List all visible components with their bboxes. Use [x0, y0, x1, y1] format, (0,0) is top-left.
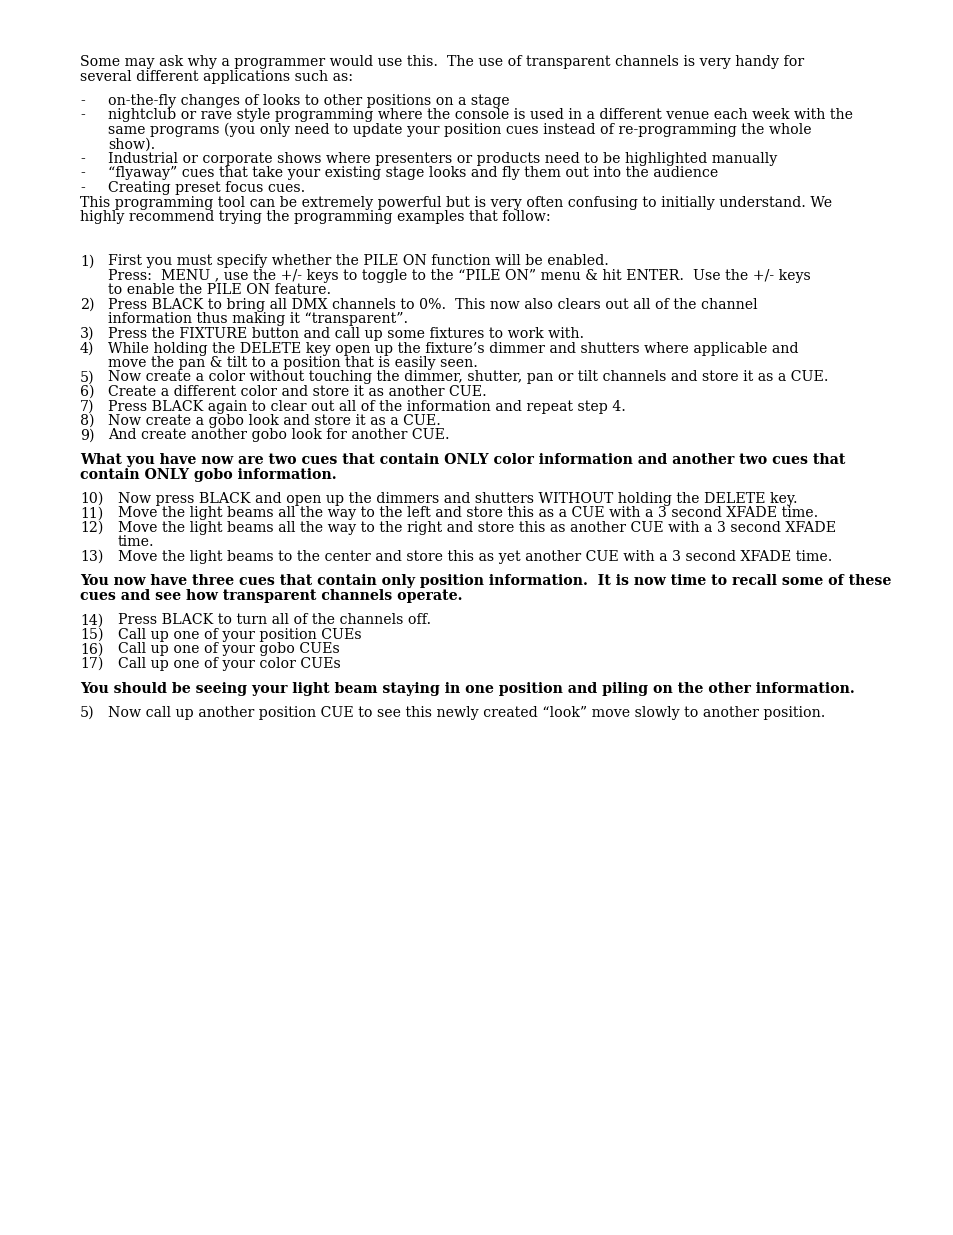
- Text: 11): 11): [80, 506, 103, 520]
- Text: -: -: [80, 182, 85, 195]
- Text: Move the light beams to the center and store this as yet another CUE with a 3 se: Move the light beams to the center and s…: [118, 550, 832, 564]
- Text: nightclub or rave style programming where the console is used in a different ven: nightclub or rave style programming wher…: [108, 109, 852, 122]
- Text: 15): 15): [80, 629, 103, 642]
- Text: Now create a color without touching the dimmer, shutter, pan or tilt channels an: Now create a color without touching the …: [108, 370, 827, 384]
- Text: 2): 2): [80, 298, 94, 312]
- Text: contain ONLY gobo information.: contain ONLY gobo information.: [80, 468, 336, 482]
- Text: 16): 16): [80, 642, 103, 657]
- Text: You should be seeing your light beam staying in one position and piling on the o: You should be seeing your light beam sta…: [80, 682, 854, 695]
- Text: on-the-fly changes of looks to other positions on a stage: on-the-fly changes of looks to other pos…: [108, 94, 509, 107]
- Text: 1): 1): [80, 254, 94, 268]
- Text: 5): 5): [80, 706, 94, 720]
- Text: Creating preset focus cues.: Creating preset focus cues.: [108, 182, 305, 195]
- Text: 17): 17): [80, 657, 103, 671]
- Text: -: -: [80, 167, 85, 180]
- Text: Now create a gobo look and store it as a CUE.: Now create a gobo look and store it as a…: [108, 414, 440, 429]
- Text: 3): 3): [80, 327, 94, 341]
- Text: You now have three cues that contain only position information.  It is now time : You now have three cues that contain onl…: [80, 574, 890, 589]
- Text: information thus making it “transparent”.: information thus making it “transparent”…: [108, 312, 408, 326]
- Text: same programs (you only need to update your position cues instead of re-programm: same programs (you only need to update y…: [108, 124, 811, 137]
- Text: cues and see how transparent channels operate.: cues and see how transparent channels op…: [80, 589, 462, 603]
- Text: 13): 13): [80, 550, 103, 564]
- Text: And create another gobo look for another CUE.: And create another gobo look for another…: [108, 429, 449, 442]
- Text: Move the light beams all the way to the left and store this as a CUE with a 3 se: Move the light beams all the way to the …: [118, 506, 818, 520]
- Text: Press BLACK to bring all DMX channels to 0%.  This now also clears out all of th: Press BLACK to bring all DMX channels to…: [108, 298, 757, 312]
- Text: 6): 6): [80, 385, 94, 399]
- Text: Some may ask why a programmer would use this.  The use of transparent channels i: Some may ask why a programmer would use …: [80, 56, 803, 69]
- Text: to enable the PILE ON feature.: to enable the PILE ON feature.: [108, 284, 331, 298]
- Text: -: -: [80, 94, 85, 107]
- Text: Move the light beams all the way to the right and store this as another CUE with: Move the light beams all the way to the …: [118, 521, 835, 535]
- Text: This programming tool can be extremely powerful but is very often confusing to i: This programming tool can be extremely p…: [80, 195, 831, 210]
- Text: Call up one of your color CUEs: Call up one of your color CUEs: [118, 657, 340, 671]
- Text: time.: time.: [118, 536, 154, 550]
- Text: 12): 12): [80, 521, 103, 535]
- Text: Industrial or corporate shows where presenters or products need to be highlighte: Industrial or corporate shows where pres…: [108, 152, 777, 165]
- Text: While holding the DELETE key open up the fixture’s dimmer and shutters where app: While holding the DELETE key open up the…: [108, 342, 798, 356]
- Text: several different applications such as:: several different applications such as:: [80, 69, 353, 84]
- Text: Press:  MENU , use the +/- keys to toggle to the “PILE ON” menu & hit ENTER.  Us: Press: MENU , use the +/- keys to toggle…: [108, 269, 810, 283]
- Text: Call up one of your gobo CUEs: Call up one of your gobo CUEs: [118, 642, 339, 657]
- Text: move the pan & tilt to a position that is easily seen.: move the pan & tilt to a position that i…: [108, 356, 477, 370]
- Text: show).: show).: [108, 137, 155, 152]
- Text: Create a different color and store it as another CUE.: Create a different color and store it as…: [108, 385, 486, 399]
- Text: 5): 5): [80, 370, 94, 384]
- Text: Press BLACK to turn all of the channels off.: Press BLACK to turn all of the channels …: [118, 614, 431, 627]
- Text: What you have now are two cues that contain ONLY color information and another t: What you have now are two cues that cont…: [80, 453, 844, 467]
- Text: 14): 14): [80, 614, 103, 627]
- Text: 7): 7): [80, 399, 94, 414]
- Text: 8): 8): [80, 414, 94, 429]
- Text: 9): 9): [80, 429, 94, 442]
- Text: Now press BLACK and open up the dimmers and shutters WITHOUT holding the DELETE : Now press BLACK and open up the dimmers …: [118, 492, 797, 506]
- Text: First you must specify whether the PILE ON function will be enabled.: First you must specify whether the PILE …: [108, 254, 608, 268]
- Text: Press the FIXTURE button and call up some fixtures to work with.: Press the FIXTURE button and call up som…: [108, 327, 583, 341]
- Text: “flyaway” cues that take your existing stage looks and fly them out into the aud: “flyaway” cues that take your existing s…: [108, 167, 718, 180]
- Text: 10): 10): [80, 492, 103, 506]
- Text: Press BLACK again to clear out all of the information and repeat step 4.: Press BLACK again to clear out all of th…: [108, 399, 625, 414]
- Text: Now call up another position CUE to see this newly created “look” move slowly to: Now call up another position CUE to see …: [108, 706, 824, 720]
- Text: Call up one of your position CUEs: Call up one of your position CUEs: [118, 629, 361, 642]
- Text: 4): 4): [80, 342, 94, 356]
- Text: -: -: [80, 152, 85, 165]
- Text: -: -: [80, 109, 85, 122]
- Text: highly recommend trying the programming examples that follow:: highly recommend trying the programming …: [80, 210, 550, 224]
